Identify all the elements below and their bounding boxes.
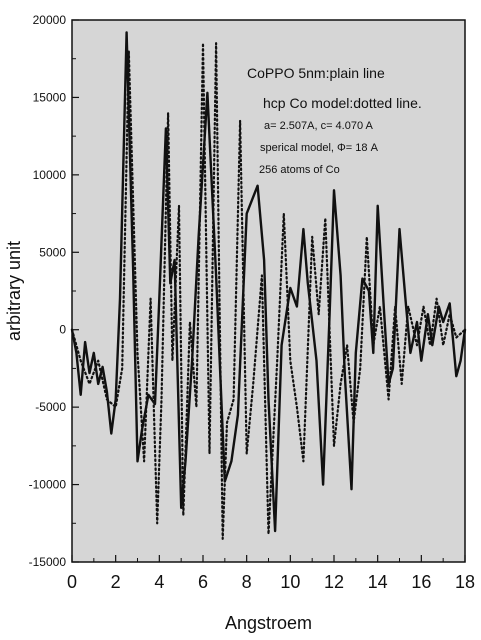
series-dotted-line (70, 42, 467, 540)
x-tick-label: 12 (324, 572, 344, 592)
annotation-text: CoPPO 5nm:plain line (247, 65, 385, 81)
x-tick-label: 14 (368, 572, 388, 592)
y-tick-label: 10000 (33, 168, 67, 182)
y-tick-label: -10000 (29, 478, 67, 492)
x-axis-title: Angstroem (225, 613, 312, 633)
annotation-layer: CoPPO 5nm:plain line hcp Co model:dotted … (247, 65, 422, 176)
x-tick-label: 4 (154, 572, 164, 592)
axis-layer: -15000 -10000 -5000 0 5000 10000 15000 20000 0 2 4… (29, 13, 475, 592)
y-axis-title: arbitrary unit (4, 241, 24, 341)
y-tick-label: 20000 (33, 13, 67, 27)
y-tick-label: -15000 (29, 555, 67, 569)
y-tick-label: 0 (59, 323, 66, 337)
x-tick-label: 2 (111, 572, 121, 592)
annotation-text: sperical model, Φ= 18 A (260, 142, 379, 154)
x-tick-label: 8 (242, 572, 252, 592)
y-tick-label: 5000 (39, 245, 66, 259)
plot-area (72, 20, 465, 562)
x-tick-label: 16 (411, 572, 431, 592)
x-tick-label: 18 (455, 572, 475, 592)
y-tick-label: 15000 (33, 90, 67, 104)
series-layer (70, 31, 467, 540)
x-tick-label: 6 (198, 572, 208, 592)
x-tick-label: 0 (67, 572, 77, 592)
y-tick-label: -5000 (35, 400, 66, 414)
annotation-text: a= 2.507A, c= 4.070 A (264, 120, 374, 132)
annotation-text: hcp Co model:dotted line. (263, 95, 422, 111)
x-tick-label: 10 (280, 572, 300, 592)
annotation-text: 256 atoms of Co (259, 164, 340, 176)
